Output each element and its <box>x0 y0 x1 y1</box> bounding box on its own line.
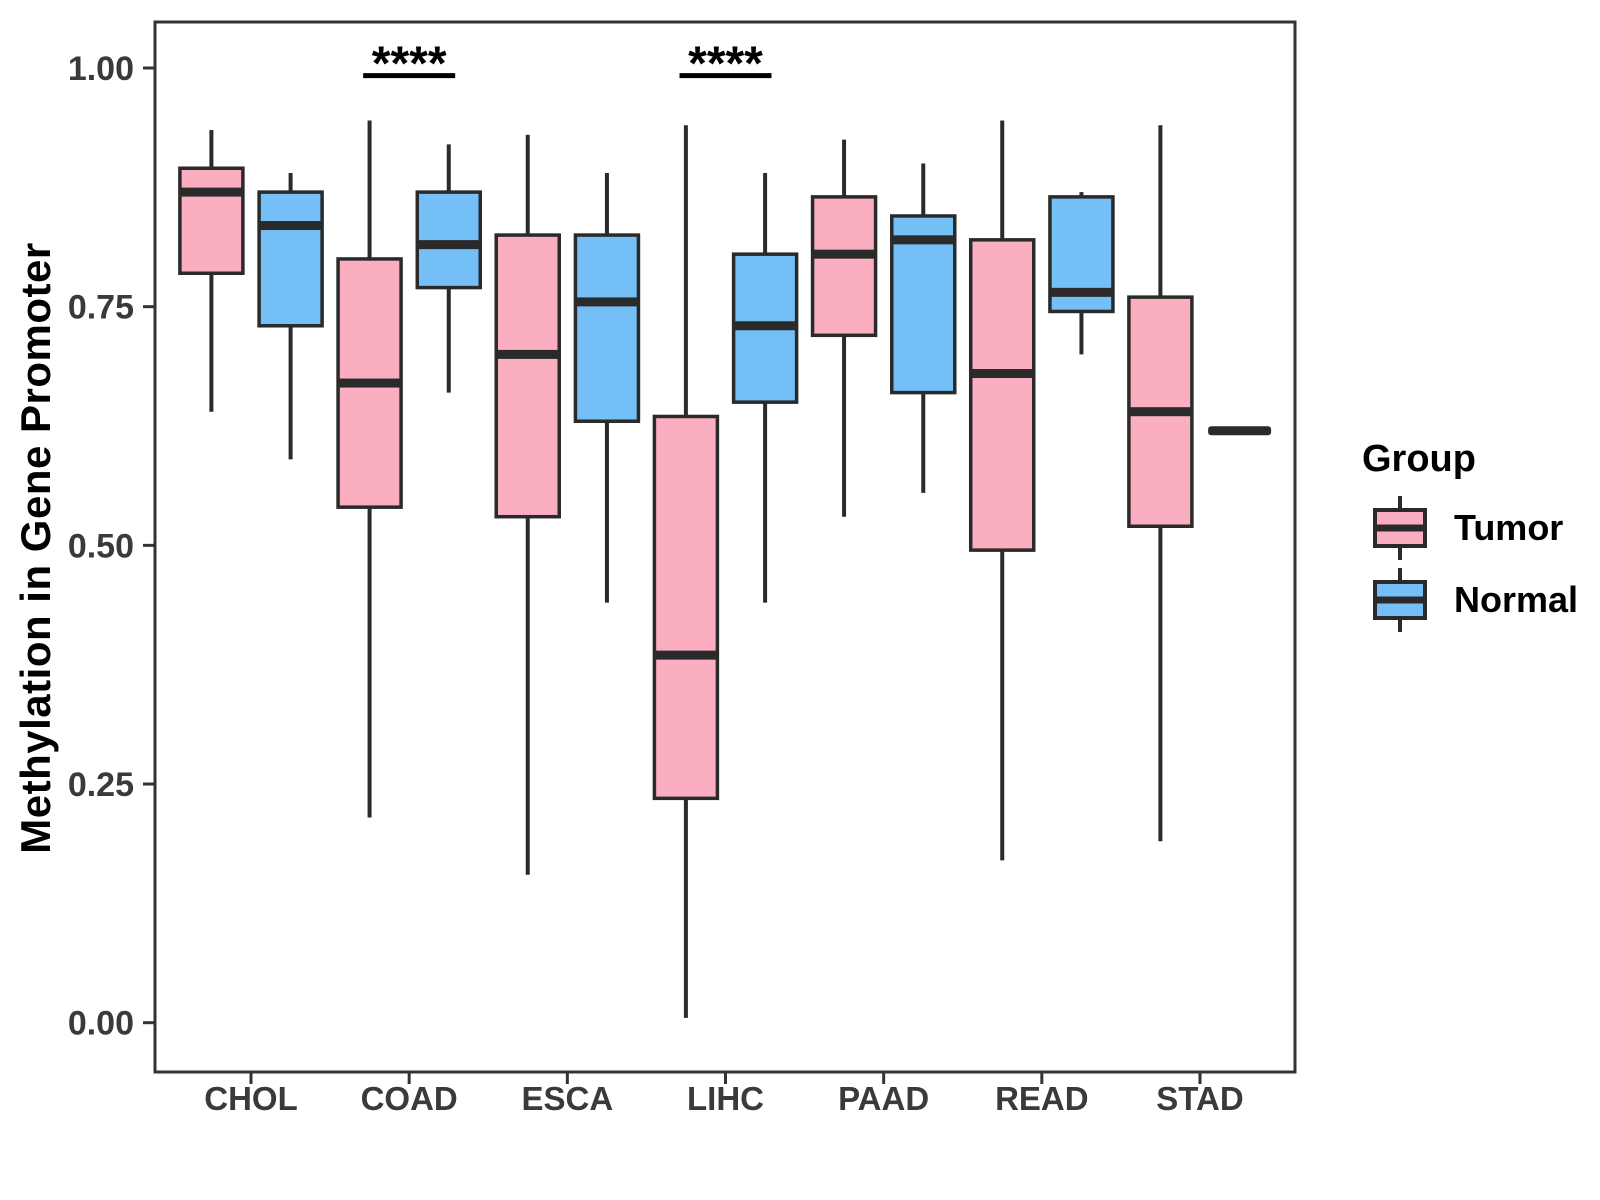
x-tick-label-ESCA: ESCA <box>521 1080 613 1117</box>
median-line <box>417 240 481 250</box>
iqr-box <box>573 233 641 423</box>
iqr-box <box>652 414 720 801</box>
box-CHOL-Tumor <box>178 130 245 412</box>
y-axis-title: Methylation in Gene Promoter <box>12 242 59 854</box>
box-PAAD-Normal <box>890 163 957 493</box>
box-STAD-Normal <box>1208 426 1272 436</box>
box-ESCA-Normal <box>573 173 641 603</box>
median-line <box>812 249 876 259</box>
boxplot-key-icon <box>1373 568 1427 632</box>
median-line <box>1128 407 1192 417</box>
box-COAD-Tumor <box>336 120 403 818</box>
median-line <box>970 369 1034 379</box>
median-line <box>1049 287 1113 297</box>
box-READ-Tumor <box>968 120 1036 861</box>
x-tick-label-COAD: COAD <box>361 1080 458 1117</box>
iqr-box <box>968 238 1036 552</box>
y-tick-label: 0.00 <box>68 1005 134 1043</box>
iqr-box <box>810 195 878 338</box>
median-line <box>259 221 323 231</box>
x-tick-label-PAAD: PAAD <box>838 1080 929 1117</box>
median-line <box>654 650 718 660</box>
y-tick-label: 0.50 <box>68 527 134 565</box>
legend-entry-tumor: Tumor <box>1368 493 1578 563</box>
iqr-box <box>257 190 324 328</box>
median-line <box>575 297 639 307</box>
box-LIHC-Normal <box>731 173 799 603</box>
panel-border <box>153 20 1297 1074</box>
boxplot-key-icon <box>1373 496 1427 560</box>
legend-label-normal: Normal <box>1454 579 1579 620</box>
iqr-box <box>415 190 483 290</box>
box-READ-Normal <box>1048 192 1115 355</box>
box-ESCA-Tumor <box>494 134 561 875</box>
significance-stars-LIHC: **** <box>688 38 763 91</box>
x-tick-label-LIHC: LIHC <box>687 1080 764 1117</box>
median-line <box>338 378 402 388</box>
box-STAD-Tumor <box>1127 125 1194 842</box>
y-tick-label: 0.75 <box>68 289 134 327</box>
median-line <box>496 349 560 359</box>
y-tick-label: 1.00 <box>68 50 134 88</box>
x-tick-label-READ: READ <box>995 1080 1089 1117</box>
legend-title: Group <box>1362 438 1476 480</box>
box-LIHC-Tumor <box>652 125 720 1018</box>
box-COAD-Normal <box>415 144 483 393</box>
box-CHOL-Normal <box>257 173 324 460</box>
legend-label-tumor: Tumor <box>1454 507 1564 548</box>
significance-stars-COAD: **** <box>372 38 447 91</box>
median-line <box>1208 426 1272 436</box>
legend-entry-normal: Normal <box>1368 565 1578 635</box>
legend: Group Tumor Normal <box>1338 438 1578 635</box>
iqr-box <box>494 233 561 519</box>
iqr-box <box>890 214 957 395</box>
iqr-box <box>178 166 245 276</box>
median-line <box>179 187 243 197</box>
x-tick-label-CHOL: CHOL <box>204 1080 298 1117</box>
x-tick-label-STAD: STAD <box>1156 1080 1243 1117</box>
median-line <box>891 235 955 245</box>
box-PAAD-Tumor <box>810 139 878 517</box>
y-tick-label: 0.25 <box>68 766 134 804</box>
median-line <box>733 321 797 331</box>
